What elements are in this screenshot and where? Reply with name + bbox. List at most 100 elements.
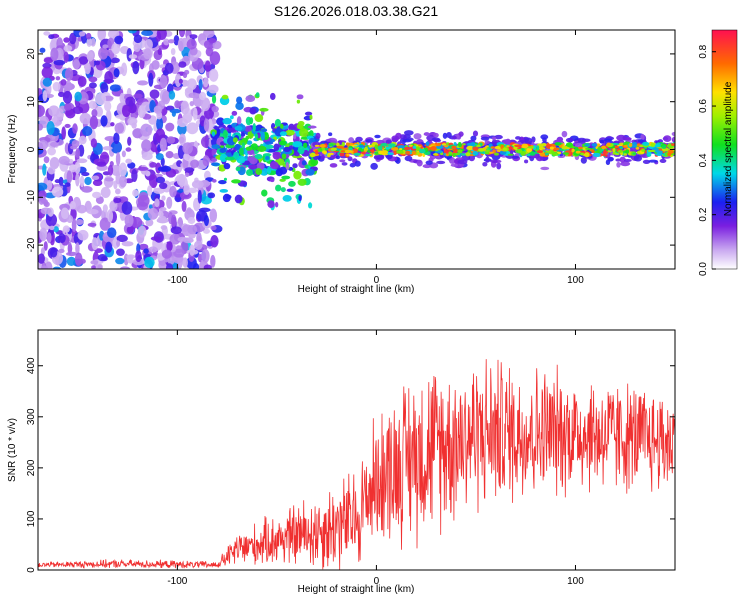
heatmap-cell <box>218 179 227 185</box>
heatmap-cell <box>320 140 328 145</box>
heatmap-cell <box>166 196 173 209</box>
heatmap-cell <box>63 45 73 52</box>
heatmap-cell <box>317 147 323 152</box>
colorbar-tick-label: 0.4 <box>698 153 709 167</box>
heatmap-cell <box>442 132 448 139</box>
heatmap-cell <box>125 158 133 164</box>
snr-xtick-label: 100 <box>567 576 584 587</box>
heatmap-cell <box>387 143 396 147</box>
heatmap-cell <box>159 137 167 152</box>
heatmap-cell <box>132 128 143 139</box>
heatmap-cell <box>597 146 602 151</box>
heatmap-cell <box>100 115 108 127</box>
heatmap-cell <box>281 153 287 160</box>
heatmap-cell <box>575 150 581 154</box>
heatmap-cell <box>259 107 269 112</box>
heatmap-cell <box>554 142 562 146</box>
heatmap-cell <box>121 150 126 158</box>
heatmap-cell <box>452 135 457 140</box>
heatmap-cell <box>244 125 252 132</box>
heatmap-cell <box>133 93 143 99</box>
spectrogram-xlabel: Height of straight line (km) <box>298 284 415 295</box>
heatmap-cell <box>469 154 474 157</box>
heatmap-cell <box>589 149 594 152</box>
heatmap-cell <box>344 149 353 154</box>
heatmap-cell <box>584 144 590 147</box>
heatmap-cell <box>72 59 80 70</box>
heatmap-cell <box>127 30 137 34</box>
heatmap-cell <box>616 161 621 168</box>
heatmap-cell <box>411 150 417 155</box>
heatmap-cell <box>667 152 672 157</box>
heatmap-cell <box>74 252 83 266</box>
heatmap-cell <box>248 164 258 170</box>
heatmap-cell <box>190 159 200 168</box>
heatmap-cell <box>148 174 158 189</box>
heatmap-cell <box>136 80 149 86</box>
heatmap-cell <box>58 248 65 254</box>
heatmap-cell <box>341 147 349 150</box>
heatmap-cell <box>222 117 232 125</box>
heatmap-cell <box>416 159 423 167</box>
heatmap-cell <box>301 160 307 166</box>
heatmap-cell <box>198 78 203 91</box>
heatmap-cell <box>431 137 441 142</box>
heatmap-cell <box>187 224 198 235</box>
heatmap-cell <box>226 128 236 132</box>
heatmap-cell <box>328 132 333 137</box>
heatmap-cell <box>121 241 134 247</box>
heatmap-cell <box>62 225 70 233</box>
heatmap-cell <box>38 182 48 191</box>
heatmap-cell <box>314 150 319 155</box>
heatmap-cell <box>229 115 234 120</box>
heatmap-cell <box>100 82 109 94</box>
heatmap-cell <box>169 185 177 198</box>
heatmap-cell <box>45 93 54 98</box>
heatmap-cell <box>361 151 366 155</box>
heatmap-cell <box>396 150 404 154</box>
heatmap-cell <box>432 153 439 156</box>
heatmap-cell <box>580 157 587 164</box>
heatmap-cell <box>224 156 235 161</box>
heatmap-cell <box>450 163 458 167</box>
heatmap-cell <box>67 241 73 255</box>
heatmap-cell <box>97 253 108 262</box>
heatmap-cell <box>90 138 98 148</box>
heatmap-cell <box>496 162 502 170</box>
chart-title: S126.2026.018.03.38.G21 <box>274 3 438 19</box>
heatmap-cell <box>260 128 268 133</box>
heatmap-cell <box>46 232 52 244</box>
heatmap-cell <box>211 162 220 167</box>
heatmap-cell <box>74 161 81 175</box>
heatmap-cell <box>387 152 394 156</box>
heatmap-cell <box>672 136 675 141</box>
heatmap-cell <box>208 84 219 94</box>
heatmap-cell <box>480 136 490 141</box>
heatmap-cell <box>425 141 430 147</box>
heatmap-cell <box>255 92 260 98</box>
heatmap-cell <box>53 59 66 66</box>
heatmap-cell <box>201 249 210 263</box>
heatmap-cell <box>48 34 55 40</box>
heatmap-cell <box>200 97 211 112</box>
heatmap-cell <box>149 162 157 168</box>
heatmap-cell <box>552 147 560 151</box>
heatmap-cell <box>540 166 550 171</box>
heatmap-cell <box>69 200 76 210</box>
heatmap-cell <box>632 152 637 155</box>
heatmap-cell <box>413 133 422 140</box>
heatmap-cell <box>240 132 246 137</box>
heatmap-cell <box>79 112 92 125</box>
heatmap-cell <box>192 107 198 121</box>
snr-ytick-label: 0 <box>26 567 37 573</box>
heatmap-cell <box>314 144 320 147</box>
heatmap-cell <box>104 100 112 112</box>
heatmap-cell <box>49 247 58 258</box>
heatmap-cell <box>502 147 508 151</box>
heatmap-cell <box>526 153 531 157</box>
heatmap-cell <box>249 156 258 165</box>
heatmap-cell <box>574 146 579 152</box>
snr-frame <box>37 329 676 571</box>
heatmap-cell <box>167 39 175 44</box>
heatmap-cell <box>43 201 50 208</box>
